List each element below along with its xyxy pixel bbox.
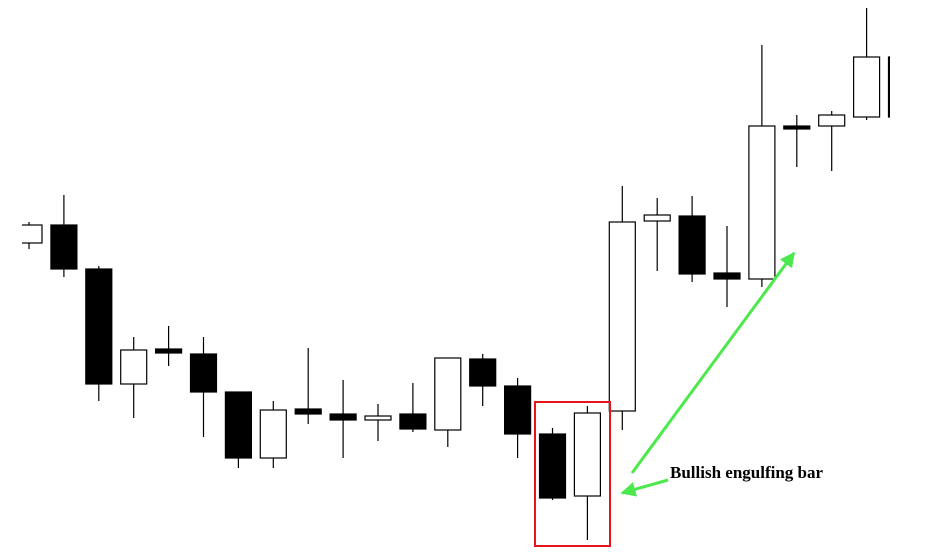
candle-body: [434, 357, 462, 431]
candle-body: [643, 214, 671, 222]
candle-body: [189, 353, 218, 393]
annotation-arrow: [620, 478, 669, 497]
candle-body: [573, 412, 602, 497]
candle-body: [538, 433, 567, 499]
candles: [22, 8, 890, 540]
candle-body: [504, 385, 532, 435]
candle-body: [224, 391, 252, 459]
candle-body: [678, 215, 706, 275]
candle-body: [783, 125, 811, 130]
candle-body: [85, 268, 113, 385]
highlight-box: [534, 401, 611, 547]
candle-body: [887, 56, 890, 118]
candle-body: [120, 349, 148, 385]
annotation-arrow: [630, 251, 796, 474]
candle-body: [329, 413, 357, 421]
candle-body: [399, 413, 427, 430]
candle-body: [155, 348, 183, 354]
annotation: Bullish engulfing bar: [670, 463, 824, 482]
candle-body: [50, 224, 78, 270]
candle-body: [818, 114, 846, 127]
candle-body: [469, 358, 497, 387]
candle-body: [748, 125, 776, 280]
candle-body: [713, 272, 741, 280]
candle-body: [22, 224, 43, 244]
candle-body: [259, 409, 287, 459]
candle-body: [294, 408, 322, 415]
candle-body: [364, 415, 392, 421]
candle-body: [852, 56, 881, 118]
candle-body: [608, 221, 636, 412]
